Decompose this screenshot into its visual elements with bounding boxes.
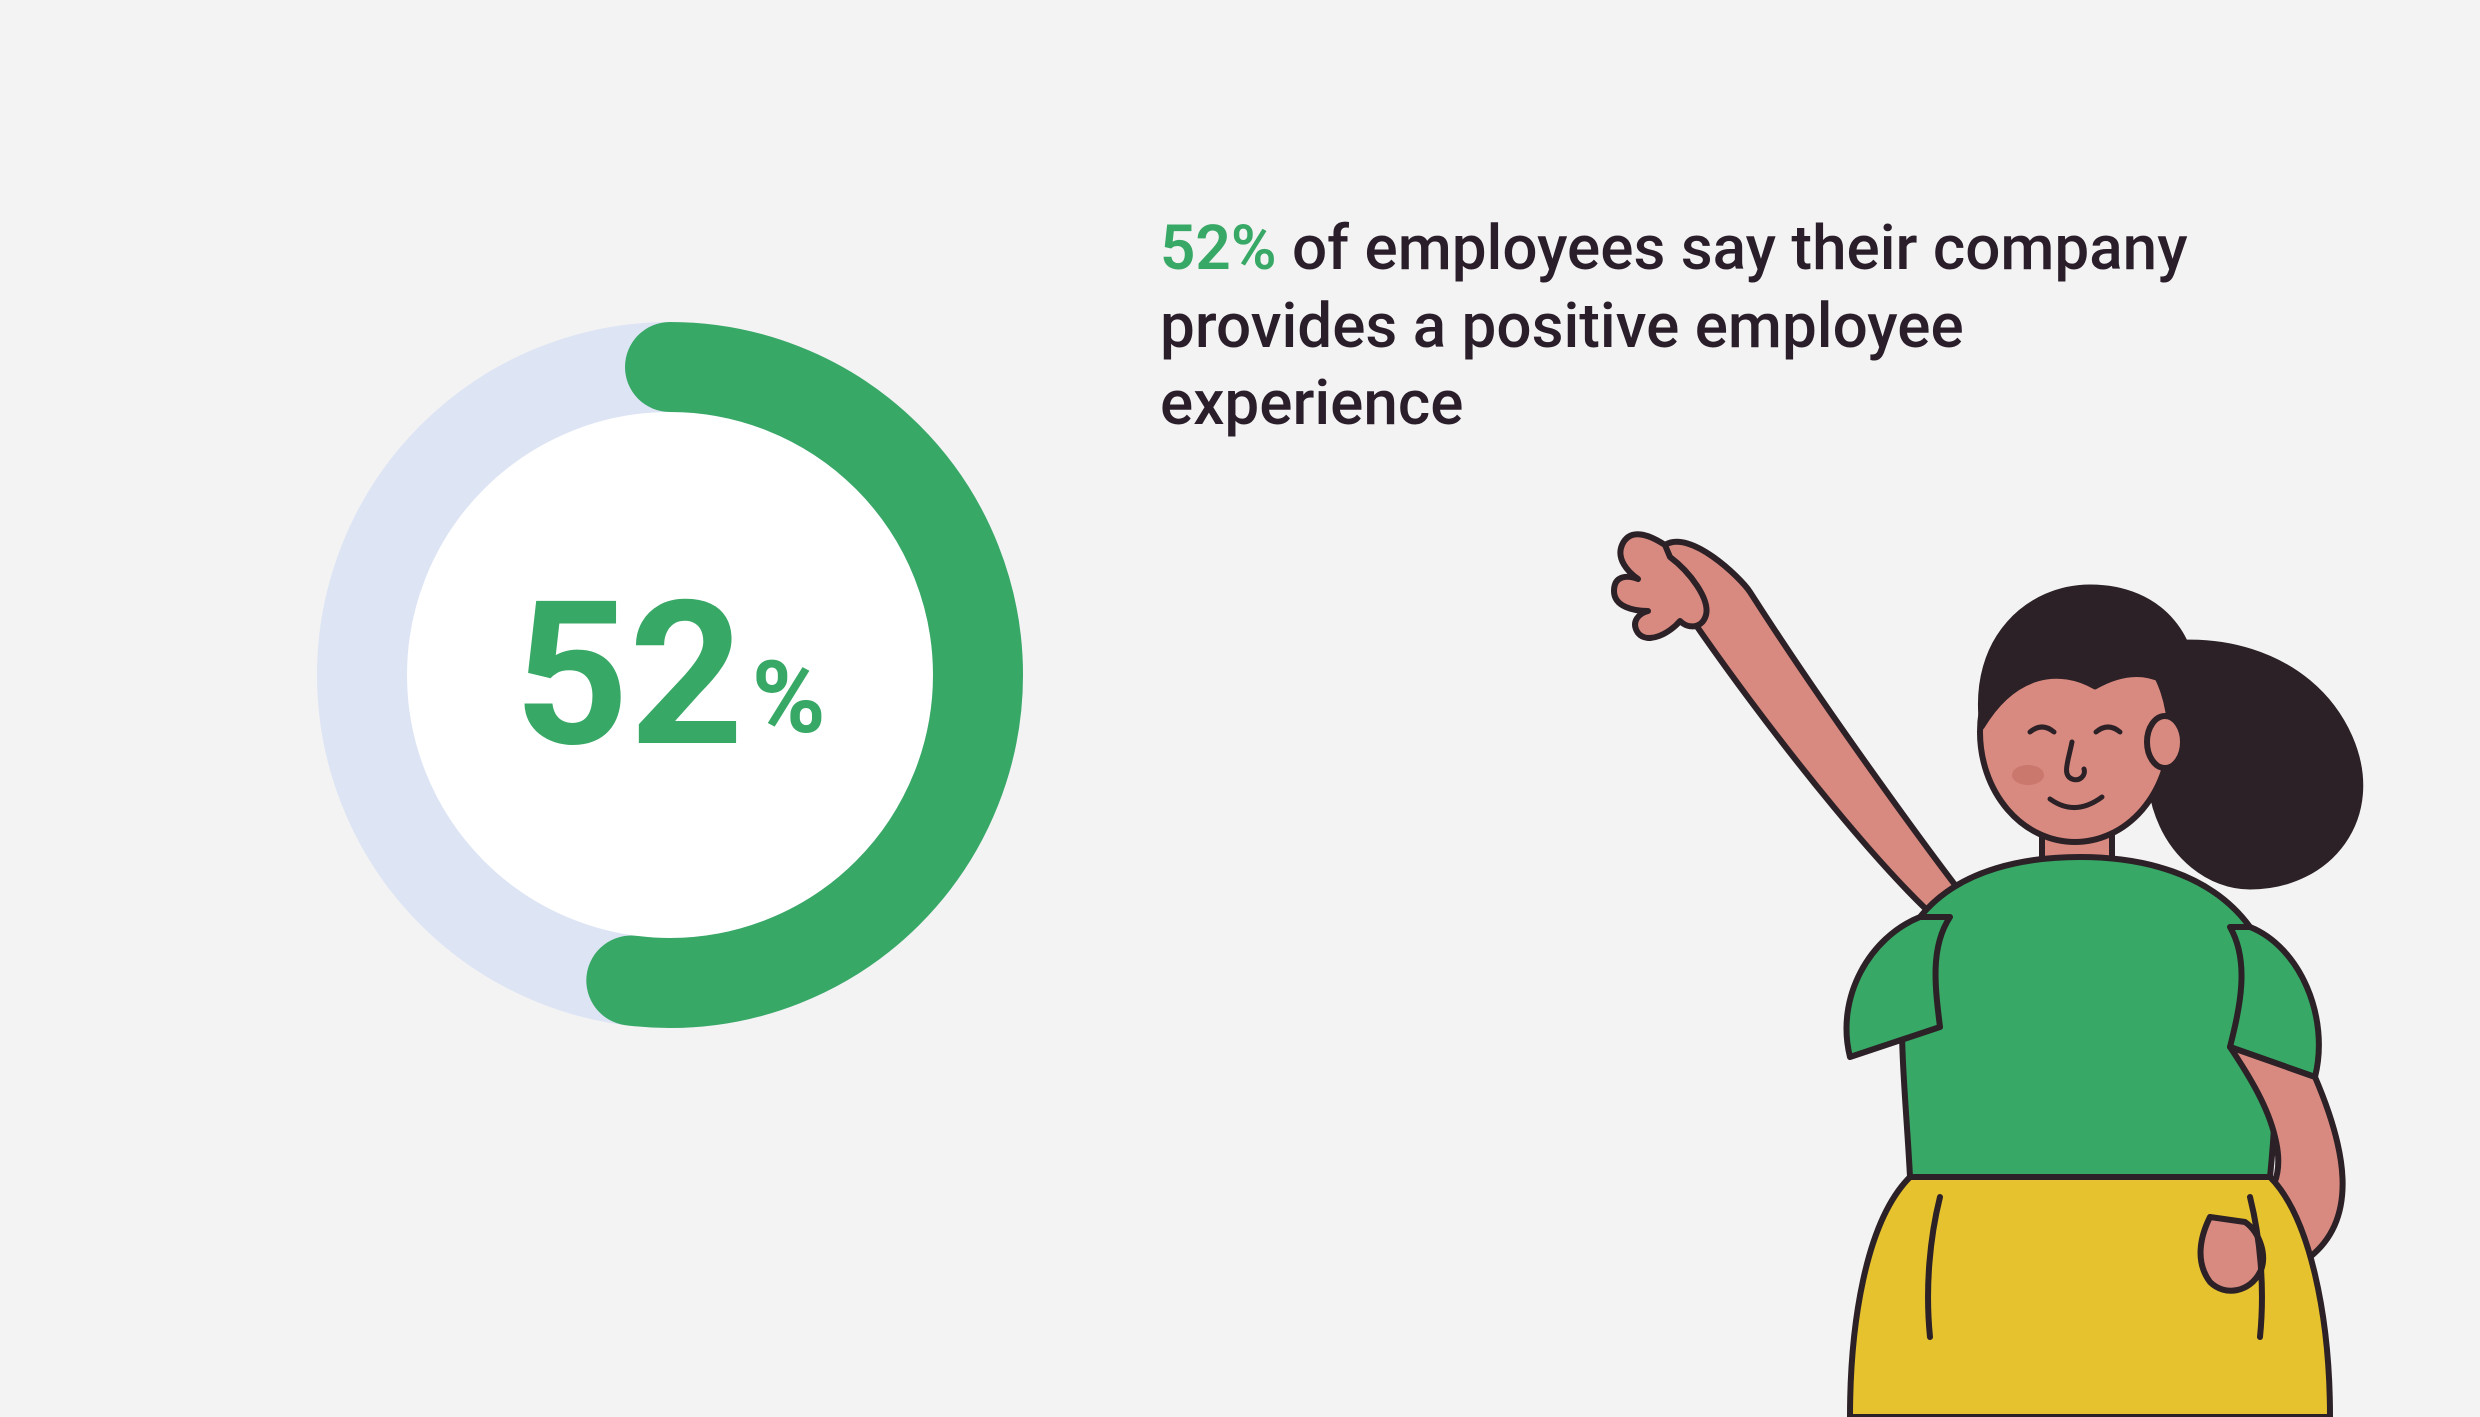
cheek xyxy=(2012,765,2044,785)
shirt-torso xyxy=(1902,857,2276,1177)
infographic-canvas: 52 % 52% of employees say their company … xyxy=(0,0,2480,1417)
ear xyxy=(2147,716,2183,768)
person-svg xyxy=(1610,517,2390,1417)
donut-svg xyxy=(270,275,1070,1075)
person-illustration xyxy=(1610,517,2390,1417)
headline-text: 52% of employees say their company provi… xyxy=(1160,210,2280,443)
headline-rest: of employees say their company provides … xyxy=(1160,212,2188,440)
pants xyxy=(1850,1177,2330,1417)
headline-accent: 52% xyxy=(1160,212,1277,285)
donut-chart: 52 % xyxy=(270,275,1070,1075)
